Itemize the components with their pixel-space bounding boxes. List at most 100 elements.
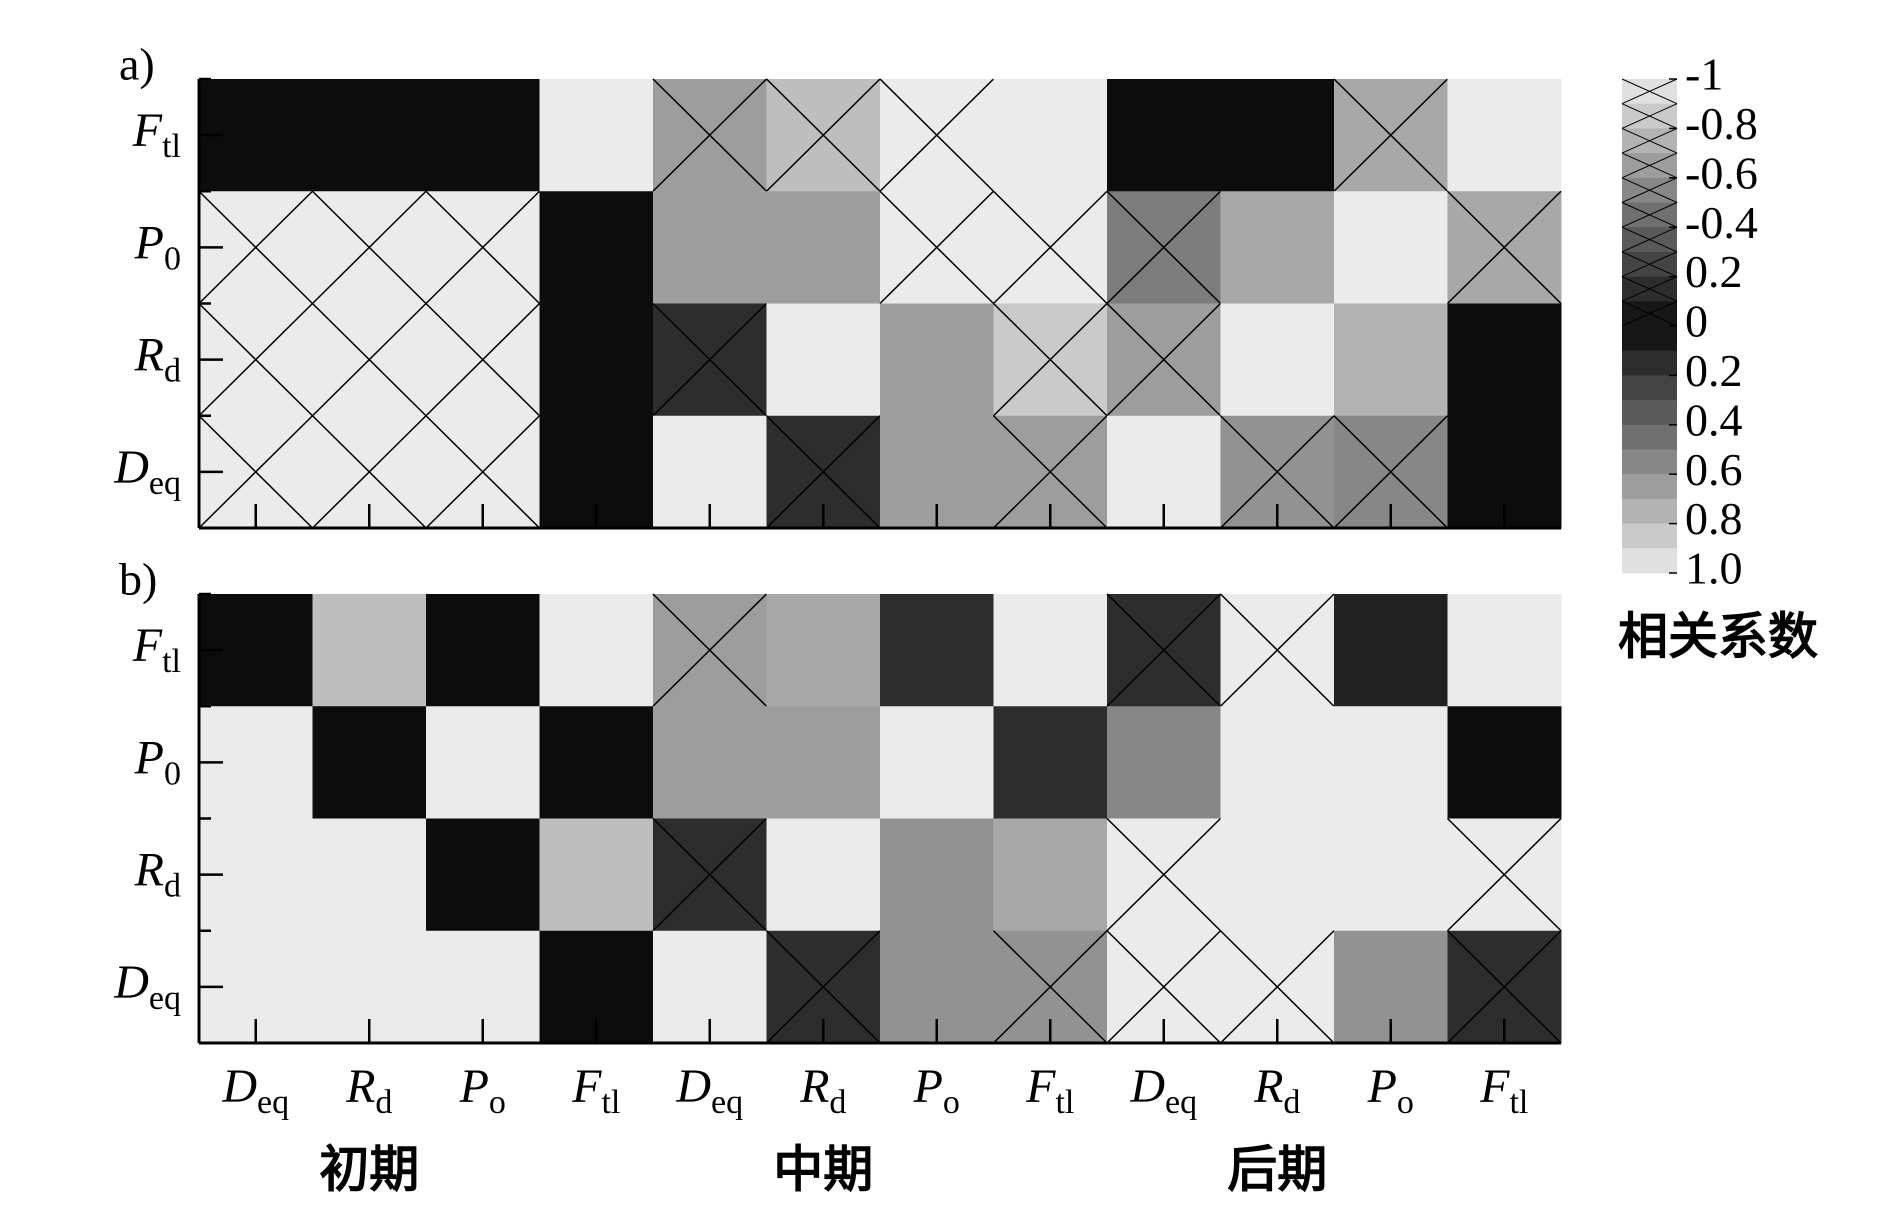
heatmap-cell [880,303,994,417]
colorbar-band [1622,400,1677,426]
x-tick-label: Rd [345,1060,392,1121]
panel-label: a) [119,39,155,90]
heatmap-cell [1334,303,1448,417]
heatmap-cell [1334,594,1448,707]
heatmap-cell [539,818,654,932]
x-tick-label-main: D [221,1060,257,1113]
negative-marker [1219,930,1335,1044]
colorbar-hatch [1621,127,1678,154]
y-tick-label-sub: 0 [164,755,181,792]
negative-marker [198,190,314,305]
negative-marker [311,190,427,305]
heatmap-cell [426,594,540,707]
colorbar-band [1622,474,1677,500]
heatmap-cell [880,594,994,707]
y-tick-label-main: R [134,844,164,897]
negative-marker [879,78,995,192]
negative-marker [1219,415,1335,529]
heatmap-cell [426,79,540,192]
heatmap-cell [1334,706,1448,819]
group-label: 后期 [1227,1141,1327,1199]
negative-marker [652,817,768,932]
negative-marker [879,190,995,305]
x-tick-label-sub: eq [711,1084,743,1121]
colorbar-tick-label: -1 [1685,49,1723,100]
negative-marker [311,415,427,529]
negative-marker [1106,930,1222,1044]
negative-marker [765,415,881,529]
heatmap-cell [1220,818,1335,932]
colorbar-tick-label: -0.8 [1685,98,1758,149]
x-tick-label-sub: d [375,1084,392,1121]
x-tick-label-main: R [799,1060,829,1113]
y-tick-label-main: P [134,216,164,269]
colorbar-hatch [1621,276,1678,302]
x-tick-label: Po [913,1060,960,1121]
heatmap-cell [312,818,427,932]
colorbar-tick-label: 0.2 [1685,246,1743,297]
colorbar-hatch [1621,177,1678,203]
y-tick-label: Ftl [132,104,181,165]
heatmap-cell [1107,706,1221,819]
panel-label: b) [119,554,157,605]
x-tick-label: Deq [675,1060,743,1121]
heatmap-cell [539,706,654,819]
negative-marker [652,78,768,192]
negative-marker [652,593,768,707]
x-tick-label-main: P [1367,1060,1397,1113]
heatmap-cell [1447,594,1562,707]
negative-marker [425,302,541,417]
negative-marker [311,302,427,417]
colorbar-hatch [1621,152,1678,179]
y-tick-label-main: R [134,329,164,382]
negative-marker [1106,817,1222,932]
x-tick-label-main: F [571,1060,602,1113]
colorbar-band [1622,548,1677,574]
y-tick-label-main: F [132,104,163,157]
heatmap-cell [766,594,881,707]
colorbar-tick-label: 0.2 [1685,345,1743,396]
heatmap-cell [1220,706,1335,819]
heatmap-cell [1334,191,1448,304]
heatmap-cell [312,706,427,819]
colorbar-hatch [1621,103,1678,129]
heatmap-cell [766,706,881,819]
heatmap-cell [426,706,540,819]
negative-marker [1446,817,1562,932]
negative-marker [198,415,314,529]
y-tick-label-sub: eq [149,980,181,1017]
x-tick-label-main: F [1025,1060,1056,1113]
y-tick-label: Rd [134,329,181,390]
y-tick-label-sub: 0 [164,240,181,277]
y-tick-label-main: F [132,619,163,672]
heatmap-cell [993,594,1108,707]
heatmap-cell [312,79,427,192]
colorbar-band [1622,449,1677,475]
y-tick-label-sub: tl [162,643,181,680]
heatmap-cell [993,79,1108,192]
x-tick-label-main: P [913,1060,943,1113]
heatmap-cell [1447,303,1562,417]
x-tick-label-sub: tl [601,1084,620,1121]
y-tick-label-sub: d [164,867,181,904]
x-tick-label: Deq [221,1060,289,1121]
x-tick-label-sub: tl [1509,1084,1528,1121]
y-tick-label-sub: d [164,352,181,389]
negative-marker [1333,415,1449,529]
heatmap-cell [766,191,881,304]
y-tick-label: Deq [113,441,181,502]
negative-marker [1333,78,1449,192]
colorbar-band [1622,350,1677,376]
x-tick-label-sub: eq [1165,1084,1197,1121]
x-tick-label-main: P [459,1060,489,1113]
negative-marker [992,930,1108,1044]
heatmap-cell [1447,706,1562,819]
negative-marker [1219,593,1335,707]
x-tick-label-main: R [345,1060,375,1113]
y-tick-label: Rd [134,844,181,905]
negative-marker [765,78,881,192]
colorbar-hatch [1621,226,1678,253]
colorbar-band [1622,498,1677,525]
y-tick-label: Deq [113,956,181,1017]
